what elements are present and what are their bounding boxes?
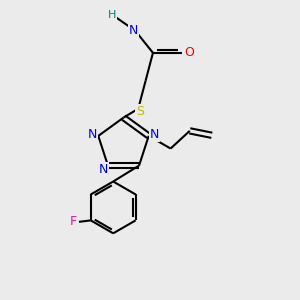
Text: N: N bbox=[99, 164, 108, 176]
Text: N: N bbox=[129, 24, 139, 37]
Text: O: O bbox=[184, 46, 194, 59]
Text: F: F bbox=[70, 215, 77, 228]
Text: H: H bbox=[107, 10, 116, 20]
Text: N: N bbox=[88, 128, 97, 141]
Text: S: S bbox=[136, 105, 144, 118]
Text: N: N bbox=[150, 128, 159, 141]
